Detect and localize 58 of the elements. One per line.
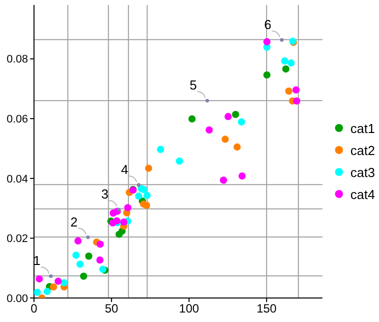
y-tick-label: 0.08 — [6, 54, 28, 66]
annotation: 1 — [33, 253, 41, 268]
y-tick-label: 0.04 — [6, 173, 28, 186]
y-tick-label: 0.00 — [6, 292, 28, 305]
point — [292, 86, 300, 94]
point — [281, 57, 288, 65]
point — [96, 240, 104, 248]
point — [124, 204, 132, 212]
x-tick-label: 0 — [30, 302, 38, 316]
legend-label: cat2 — [350, 142, 375, 158]
point — [263, 38, 271, 46]
annotation: 5 — [190, 78, 197, 93]
point — [85, 252, 92, 260]
point — [144, 164, 152, 172]
point — [238, 172, 246, 180]
point — [293, 97, 300, 105]
y-tick-label: 0.02 — [6, 233, 28, 246]
point — [54, 278, 62, 285]
point — [135, 192, 142, 200]
point — [36, 275, 43, 282]
legend-label: cat4 — [350, 186, 375, 202]
annotation: 4 — [121, 162, 128, 177]
point — [120, 218, 128, 226]
point — [80, 272, 88, 280]
point — [74, 237, 82, 244]
point — [143, 192, 151, 200]
point — [206, 126, 213, 134]
point — [188, 115, 196, 123]
annotation: 2 — [70, 214, 78, 230]
point — [222, 136, 229, 143]
point — [224, 112, 232, 120]
point — [282, 65, 290, 73]
point — [220, 176, 228, 184]
point — [72, 252, 80, 259]
point — [44, 288, 51, 296]
annotation: 6 — [264, 16, 272, 32]
x-tick-label: 50 — [104, 302, 119, 316]
point — [176, 157, 184, 165]
point — [238, 118, 246, 126]
point — [140, 186, 148, 194]
point — [142, 202, 150, 209]
annotation: 3 — [101, 186, 108, 202]
legend-label: cat3 — [350, 164, 375, 180]
point — [34, 288, 41, 296]
x-tick-label: 100 — [179, 302, 200, 316]
point — [50, 283, 58, 291]
point — [263, 71, 271, 79]
point — [234, 143, 241, 151]
point — [96, 256, 104, 264]
y-tick-label: 0.06 — [6, 114, 28, 126]
point — [76, 260, 84, 268]
point — [288, 59, 295, 67]
point — [156, 146, 164, 154]
point — [232, 110, 240, 118]
x-tick-label: 150 — [256, 302, 277, 316]
legend-label: cat1 — [350, 120, 375, 136]
point — [285, 88, 292, 95]
point — [60, 279, 68, 286]
